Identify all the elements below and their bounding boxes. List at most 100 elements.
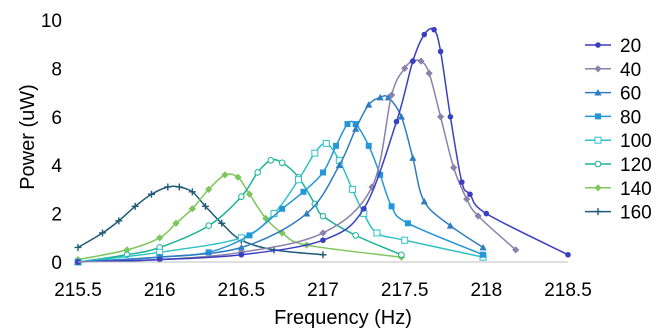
data-point (352, 121, 359, 128)
series-line-80 (77, 120, 484, 263)
data-point (246, 232, 253, 239)
x-axis-title: Frequency (Hz) (274, 307, 412, 329)
data-point (254, 169, 261, 176)
legend-item-140: 140 (585, 179, 652, 200)
data-point (437, 48, 444, 55)
data-point (365, 142, 372, 149)
data-point (238, 193, 245, 200)
data-point (420, 197, 428, 205)
x-tick-label: 217 (307, 280, 339, 301)
data-point (201, 202, 209, 210)
data-point (279, 205, 286, 212)
legend-marker (594, 184, 602, 192)
legend-item-120: 120 (585, 155, 652, 176)
data-point (311, 200, 319, 208)
series-line-40 (77, 59, 517, 263)
series-layer (74, 26, 571, 266)
series-40 (74, 57, 520, 266)
data-point (238, 251, 245, 258)
data-point (467, 191, 473, 198)
data-point (377, 171, 384, 178)
series-140 (74, 171, 405, 264)
data-point (221, 171, 229, 179)
y-tick-label: 6 (51, 108, 62, 129)
x-tick-label: 216.5 (218, 280, 266, 301)
data-point (401, 236, 409, 244)
series-60 (74, 93, 487, 265)
series-100 (74, 139, 487, 266)
data-point (175, 183, 183, 191)
data-point (303, 210, 311, 217)
legend-marker (594, 89, 602, 96)
data-point (188, 188, 196, 196)
legend-item-160: 160 (585, 203, 652, 224)
data-point (115, 217, 123, 225)
data-point (333, 142, 340, 149)
legend-label: 120 (620, 155, 652, 176)
data-point (480, 251, 487, 258)
legend-label: 140 (620, 179, 652, 200)
data-point (205, 185, 213, 193)
data-point (447, 114, 454, 120)
legend-label: 160 (620, 203, 652, 224)
data-point (156, 234, 164, 242)
legend-item-80: 80 (585, 107, 641, 128)
legend-label: 60 (620, 84, 641, 105)
y-tick-label: 10 (41, 11, 62, 32)
data-point (512, 246, 520, 254)
data-point (320, 169, 326, 176)
data-point (319, 251, 327, 259)
data-point (172, 219, 180, 227)
data-point (335, 161, 343, 169)
data-point (352, 232, 359, 239)
data-point (164, 183, 172, 191)
legend-label: 80 (620, 107, 641, 128)
data-point (483, 210, 490, 217)
data-point (218, 219, 226, 227)
data-point (410, 58, 416, 64)
y-tick-label: 4 (51, 156, 62, 177)
y-axis-title: Power (uW) (17, 84, 39, 190)
data-point (459, 179, 465, 185)
legend-marker (594, 65, 602, 73)
data-point (205, 249, 212, 256)
y-tick-label: 2 (51, 205, 62, 226)
data-point (123, 246, 131, 254)
data-point (431, 26, 437, 33)
series-80 (75, 120, 487, 265)
data-point (322, 139, 330, 147)
data-point (417, 57, 425, 65)
data-point (373, 229, 381, 237)
x-tick-label: 218.5 (544, 280, 592, 301)
legend-label: 40 (620, 60, 641, 81)
data-point (295, 176, 302, 184)
data-point (479, 243, 487, 251)
y-tick-label: 8 (51, 59, 62, 80)
data-point (320, 237, 326, 244)
data-point (74, 243, 82, 251)
data-point (565, 251, 571, 258)
x-tick-label: 217.5 (381, 280, 429, 301)
data-point (463, 195, 471, 203)
data-point (344, 121, 351, 128)
data-point (365, 101, 373, 108)
data-point (388, 91, 396, 99)
data-point (388, 203, 395, 210)
series-line-120 (77, 158, 402, 263)
data-point (376, 93, 384, 101)
data-point (234, 173, 242, 181)
series-line-60 (77, 94, 484, 263)
legend-marker (594, 160, 602, 168)
data-point (421, 31, 428, 38)
legend-item-20: 20 (585, 36, 641, 57)
data-point (278, 159, 286, 167)
data-point (398, 251, 405, 259)
x-tick-label: 216 (144, 280, 176, 301)
legend-item-100: 100 (585, 131, 652, 152)
legend-label: 100 (620, 131, 652, 152)
data-point (409, 154, 417, 161)
data-point (188, 205, 196, 213)
x-tick-label: 218 (470, 280, 502, 301)
y-tick-label: 0 (51, 253, 62, 274)
